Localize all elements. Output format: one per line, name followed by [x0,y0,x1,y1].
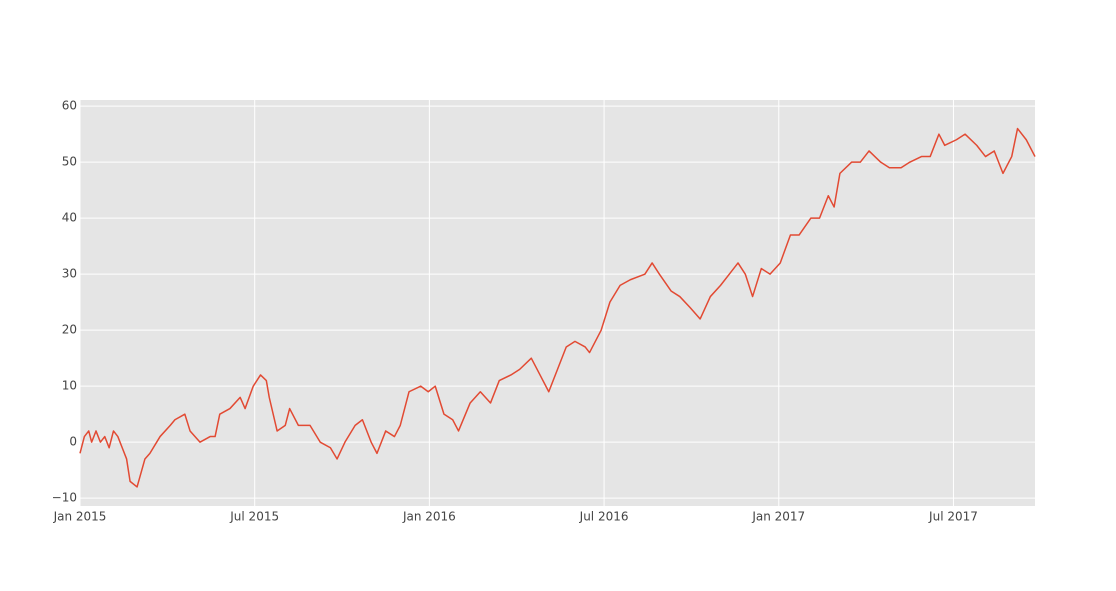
y-tick-label: 20 [62,323,77,337]
x-tick-label: Jan 2016 [402,510,456,524]
x-tick-label: Jul 2015 [229,510,279,524]
x-tick-label: Jan 2017 [751,510,805,524]
y-tick-label: 50 [62,155,77,169]
x-tick-label: Jul 2017 [928,510,978,524]
y-tick-label: 10 [62,379,77,393]
y-tick-label: 30 [62,267,77,281]
line-series [79,127,1036,488]
y-tick-label: −10 [52,491,77,505]
y-tick-label: 0 [69,435,77,449]
y-tick-label: 60 [62,99,77,113]
x-tick-label: Jul 2016 [579,510,629,524]
plot-area [80,100,1035,506]
x-tick-label: Jan 2015 [53,510,107,524]
y-tick-label: 40 [62,211,77,225]
